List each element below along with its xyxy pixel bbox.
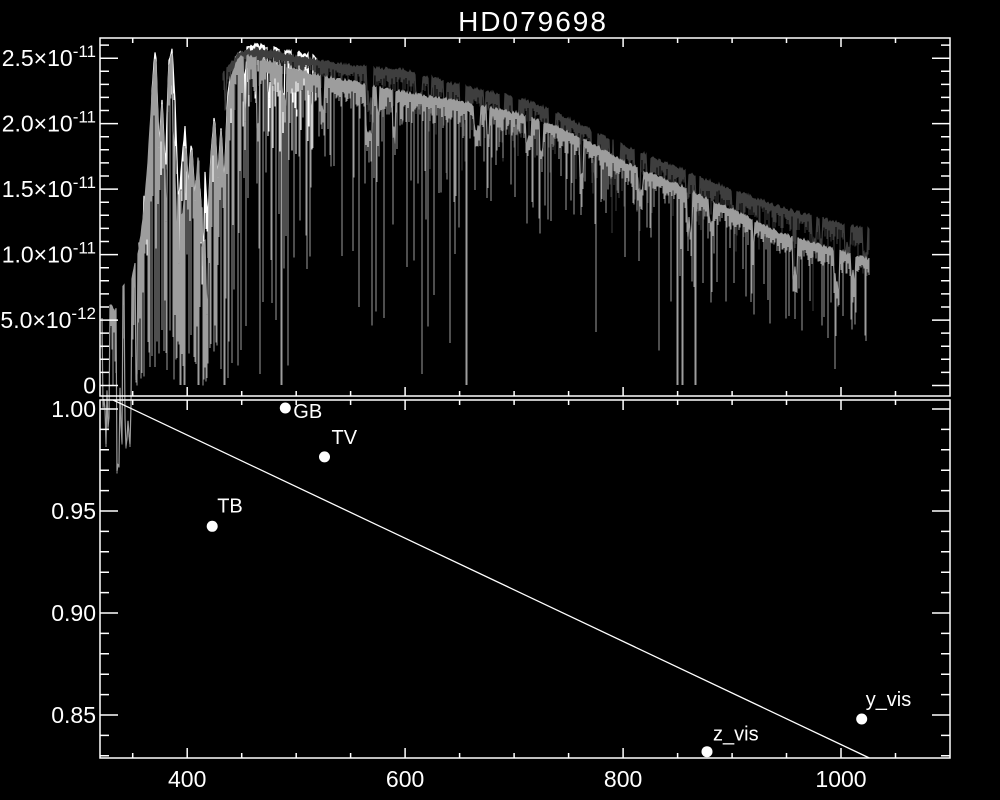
x-ticks xyxy=(131,400,897,758)
spectrum-dark-envelope xyxy=(222,46,870,259)
data-point-z_vis xyxy=(701,746,713,758)
flux-tick-label-1: 5.0×10-12 xyxy=(0,304,96,333)
wavelength-tick-label-3: 1000 xyxy=(815,766,866,792)
spectrum-light-bars xyxy=(101,54,870,474)
point-label-TB: TB xyxy=(217,495,243,517)
wavelength-tick-label-0: 400 xyxy=(168,766,206,792)
data-point-TV xyxy=(319,451,330,463)
wavelength-tick-label-1: 600 xyxy=(386,766,424,792)
spectra-series xyxy=(101,42,870,474)
flux-tick-label-0: 0 xyxy=(83,373,96,399)
data-point-y_vis xyxy=(856,713,868,725)
fit-line xyxy=(112,399,870,759)
depression-tick-label-1: 0.90 xyxy=(51,600,96,626)
flux-tick-label-5: 2.5×10-11 xyxy=(2,42,96,71)
depression-tick-label-3: 1.00 xyxy=(51,396,96,422)
wavelength-tick-label-2: 800 xyxy=(604,766,642,792)
filter-panel-frame: 0.85 0.90 0.95 1.00 400 600 800 1000 TB GB TV z_vis… xyxy=(51,396,951,792)
data-point-TB xyxy=(206,520,218,532)
filter-panel-frame-box xyxy=(99,399,951,759)
depression-tick-label-2: 0.95 xyxy=(51,498,96,524)
depression-tick-label-0: 0.85 xyxy=(51,702,96,728)
spectrum-panel-frame-box xyxy=(99,37,951,397)
x-ticks xyxy=(131,38,897,396)
flux-tick-label-4: 2.0×10-11 xyxy=(2,108,96,137)
point-label-TV: TV xyxy=(332,427,358,449)
point-label-z_vis: z_vis xyxy=(713,724,759,746)
point-label-GB: GB xyxy=(293,401,322,423)
point-label-y_vis: y_vis xyxy=(866,689,912,711)
flux-tick-label-3: 1.5×10-11 xyxy=(2,173,96,202)
spectrum-light-envelope xyxy=(101,52,870,472)
spectrum-panel-frame: 0 5.0×10-12 1.0×10-11 1.5×10-11 2.0×10-11 2.5… xyxy=(0,37,951,399)
y-ticks xyxy=(100,408,950,757)
chart-title: HD079698 xyxy=(458,6,608,37)
y-ticks xyxy=(100,44,950,387)
data-point-GB xyxy=(279,402,291,414)
flux-tick-label-2: 1.0×10-11 xyxy=(2,239,96,268)
